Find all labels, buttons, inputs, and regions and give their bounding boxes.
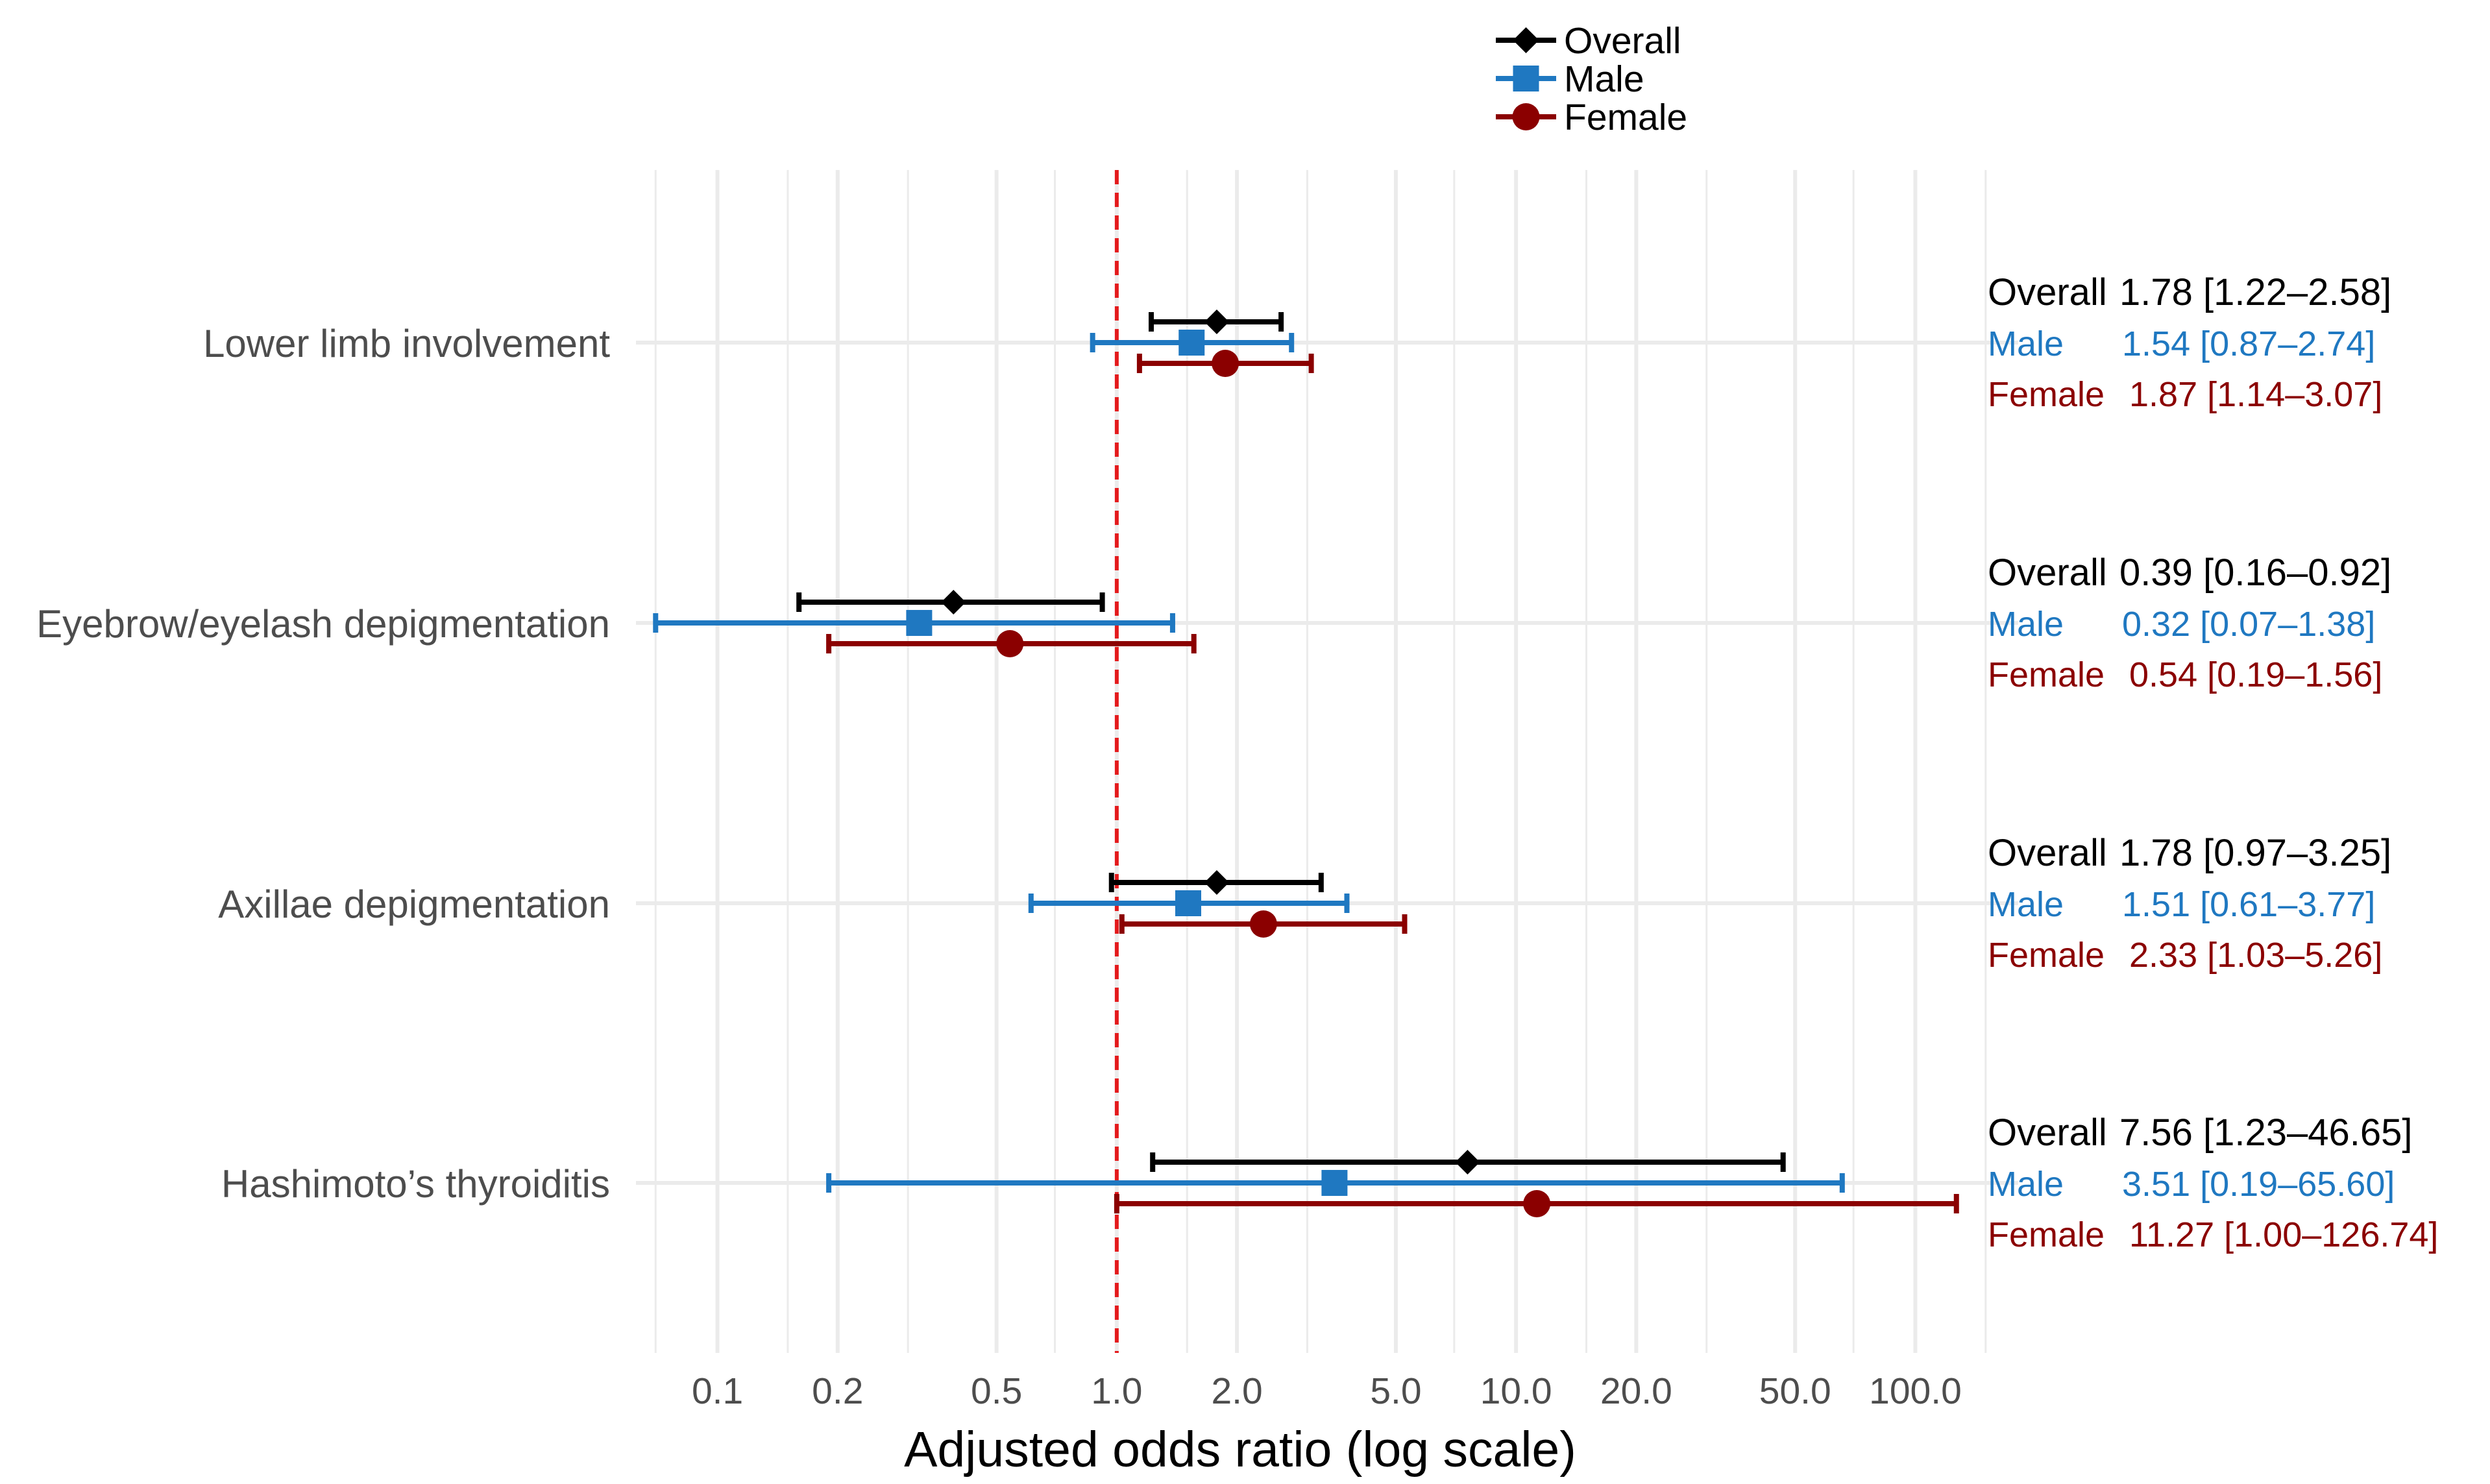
legend-item-overall: Overall	[1496, 20, 1681, 62]
point-overall	[1108, 870, 1324, 895]
x-tick-label: 0.1	[692, 1370, 743, 1412]
estimate-label-overall: Overall 1.78 [1.22–2.58]	[1988, 271, 2391, 313]
estimate-label-name: Overall	[1988, 552, 2107, 594]
legend-square	[1513, 66, 1539, 91]
estimate-annotations: Overall 1.78 [1.22–2.58] Overall 0.39 [0.16…	[1988, 271, 2438, 1254]
circle-marker	[1523, 1190, 1551, 1217]
estimate-label-female: Female 0.54 [0.19–1.56]	[1988, 655, 2382, 694]
legend-item-female: Female	[1496, 97, 1687, 138]
circle-marker	[1212, 350, 1239, 377]
estimate-label-name: Female	[1988, 1215, 2105, 1254]
point-male	[1028, 890, 1350, 916]
estimate-label-name: Male	[1988, 605, 2064, 644]
legend-label: Female	[1564, 97, 1687, 138]
y-tick-label: Axillae depigmentation	[218, 882, 610, 926]
estimate-label-female: Female 1.87 [1.14–3.07]	[1988, 375, 2382, 414]
estimate-label-value: 1.78 [0.97–3.25]	[2119, 832, 2391, 874]
diamond-marker	[1455, 1150, 1480, 1174]
point-male	[826, 1170, 1845, 1196]
x-tick-label: 100.0	[1869, 1370, 1962, 1412]
diamond-marker	[941, 590, 966, 614]
square-marker	[1178, 330, 1205, 356]
y-tick-label: Eyebrow/eyelash depigmentation	[36, 602, 610, 646]
point-female	[1114, 1190, 1959, 1217]
x-tick-label: 5.0	[1370, 1370, 1421, 1412]
x-axis-title: Adjusted odds ratio (log scale)	[904, 1422, 1576, 1478]
estimate-label-value: 0.32 [0.07–1.38]	[2122, 605, 2375, 644]
estimate-label-name: Male	[1988, 324, 2064, 363]
estimate-label-name: Overall	[1988, 832, 2107, 874]
square-marker	[906, 610, 933, 636]
point-overall	[1149, 310, 1284, 334]
estimate-label-name: Female	[1988, 936, 2105, 975]
point-female	[826, 630, 1197, 657]
square-marker	[1321, 1170, 1348, 1196]
point-male	[1090, 330, 1295, 356]
point-overall	[796, 590, 1105, 614]
x-tick-label: 0.2	[812, 1370, 863, 1412]
legend-diamond	[1513, 27, 1539, 53]
estimate-label-male: Male 3.51 [0.19–65.60]	[1988, 1165, 2395, 1204]
y-tick-label: Hashimoto’s thyroiditis	[221, 1162, 610, 1206]
legend-circle	[1512, 103, 1540, 130]
estimate-label-male: Male 1.51 [0.61–3.77]	[1988, 885, 2375, 924]
circle-marker	[1249, 910, 1277, 938]
estimate-label-value: 2.33 [1.03–5.26]	[2129, 936, 2382, 975]
x-tick-label: 10.0	[1480, 1370, 1552, 1412]
square-marker	[1175, 890, 1202, 916]
circle-marker	[996, 630, 1024, 657]
point-female	[1136, 350, 1314, 377]
estimate-label-female: Female 11.27 [1.00–126.74]	[1988, 1215, 2438, 1254]
estimate-label-name: Male	[1988, 1165, 2064, 1204]
estimate-label-value: 0.54 [0.19–1.56]	[2129, 655, 2382, 694]
estimate-label-value: 1.51 [0.61–3.77]	[2122, 885, 2375, 924]
series-group	[653, 310, 1959, 1217]
estimate-label-value: 11.27 [1.00–126.74]	[2129, 1215, 2438, 1254]
estimate-label-value: 1.78 [1.22–2.58]	[2119, 271, 2391, 313]
estimate-label-male: Male 1.54 [0.87–2.74]	[1988, 324, 2375, 363]
estimate-label-value: 0.39 [0.16–0.92]	[2119, 552, 2391, 594]
diamond-marker	[1204, 310, 1229, 334]
estimate-label-name: Female	[1988, 655, 2105, 694]
estimate-label-value: 3.51 [0.19–65.60]	[2122, 1165, 2395, 1204]
estimate-label-name: Overall	[1988, 271, 2107, 313]
estimate-label-overall: Overall 7.56 [1.23–46.65]	[1988, 1112, 2413, 1154]
point-male	[653, 610, 1175, 636]
diamond-marker	[1204, 870, 1229, 895]
estimate-label-name: Overall	[1988, 1112, 2107, 1154]
estimate-label-male: Male 0.32 [0.07–1.38]	[1988, 605, 2375, 644]
x-tick-label: 2.0	[1211, 1370, 1262, 1412]
point-female	[1119, 910, 1408, 938]
x-axis-labels: 0.1 0.2 0.5 1.0 2.0 5.0 10.0 20.0 50.0 100.0	[692, 1370, 1962, 1412]
legend-label: Male	[1564, 58, 1644, 100]
estimate-label-name: Female	[1988, 375, 2105, 414]
legend-item-male: Male	[1496, 58, 1644, 100]
x-tick-label: 1.0	[1091, 1370, 1142, 1412]
estimate-label-value: 1.54 [0.87–2.74]	[2122, 324, 2375, 363]
estimate-label-female: Female 2.33 [1.03–5.26]	[1988, 936, 2382, 975]
estimate-label-overall: Overall 1.78 [0.97–3.25]	[1988, 832, 2391, 874]
estimate-label-value: 7.56 [1.23–46.65]	[2119, 1112, 2413, 1154]
estimate-label-overall: Overall 0.39 [0.16–0.92]	[1988, 552, 2391, 594]
y-axis-labels: Lower limb involvement Eyebrow/eyelash de…	[36, 322, 610, 1206]
x-tick-label: 50.0	[1759, 1370, 1831, 1412]
x-tick-label: 20.0	[1600, 1370, 1672, 1412]
legend-label: Overall	[1564, 20, 1681, 62]
point-overall	[1150, 1150, 1786, 1174]
estimate-label-name: Male	[1988, 885, 2064, 924]
x-tick-label: 0.5	[971, 1370, 1022, 1412]
estimate-label-value: 1.87 [1.14–3.07]	[2129, 375, 2382, 414]
y-tick-label: Lower limb involvement	[203, 322, 610, 365]
